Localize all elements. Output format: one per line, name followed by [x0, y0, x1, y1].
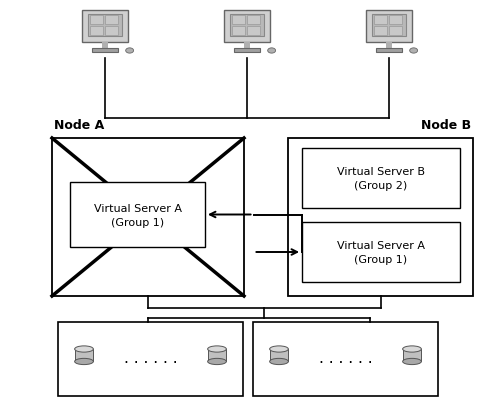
Bar	[247, 15, 260, 24]
Bar	[105, 26, 118, 35]
Text: Node A: Node A	[54, 119, 104, 132]
Bar	[75, 349, 93, 361]
Bar	[70, 182, 205, 247]
Bar	[232, 26, 245, 35]
Bar	[247, 26, 260, 35]
Bar	[302, 222, 460, 282]
Bar	[244, 42, 250, 48]
Bar	[386, 42, 392, 48]
Text: (Group 1): (Group 1)	[111, 217, 164, 228]
Bar	[88, 13, 122, 36]
Bar	[403, 349, 421, 361]
Ellipse shape	[270, 346, 288, 352]
Bar	[374, 26, 387, 35]
Ellipse shape	[410, 48, 417, 53]
Text: Virtual Server A: Virtual Server A	[337, 241, 425, 251]
Bar	[90, 26, 103, 35]
Bar	[372, 13, 406, 36]
Bar	[90, 15, 103, 24]
Ellipse shape	[207, 358, 226, 365]
Bar	[82, 10, 128, 42]
Ellipse shape	[75, 358, 93, 365]
Text: Node B: Node B	[421, 119, 471, 132]
Text: Virtual Server B: Virtual Server B	[337, 167, 425, 177]
Text: (Group 2): (Group 2)	[354, 181, 408, 191]
Bar	[224, 10, 270, 42]
Text: (Group 1): (Group 1)	[354, 255, 408, 265]
Bar	[232, 15, 245, 24]
Ellipse shape	[403, 358, 421, 365]
Ellipse shape	[268, 48, 276, 53]
Bar	[389, 15, 402, 24]
Bar	[92, 48, 118, 52]
Ellipse shape	[270, 358, 288, 365]
Bar	[102, 42, 108, 48]
Bar	[105, 15, 118, 24]
Text: Virtual Server A: Virtual Server A	[93, 204, 181, 213]
Bar	[234, 48, 260, 52]
Bar	[52, 138, 244, 296]
Bar	[288, 138, 473, 296]
Bar	[270, 349, 288, 361]
Bar	[230, 13, 264, 36]
Bar	[253, 322, 438, 396]
Bar	[389, 26, 402, 35]
Bar	[366, 10, 412, 42]
Bar	[58, 322, 243, 396]
Bar	[207, 349, 226, 361]
Bar	[374, 15, 387, 24]
Ellipse shape	[207, 346, 226, 352]
Ellipse shape	[125, 48, 133, 53]
Bar	[302, 148, 460, 208]
Text: · · · · · ·: · · · · · ·	[319, 355, 372, 370]
Ellipse shape	[403, 346, 421, 352]
Ellipse shape	[75, 346, 93, 352]
Text: · · · · · ·: · · · · · ·	[124, 355, 177, 370]
Bar	[376, 48, 402, 52]
